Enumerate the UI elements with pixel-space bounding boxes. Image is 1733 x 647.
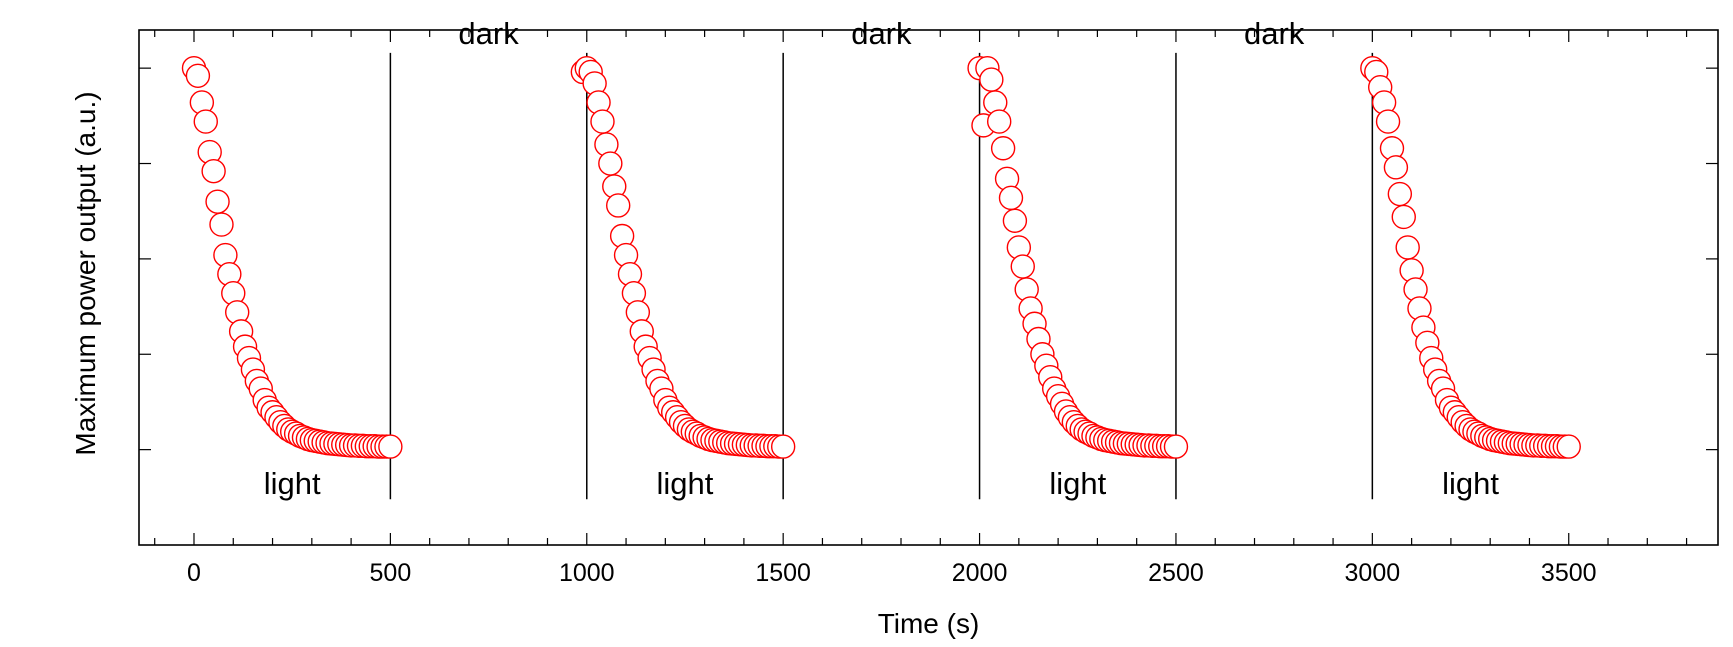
data-point (598, 151, 623, 176)
data-point (987, 109, 1012, 134)
phase-label: light (1049, 466, 1106, 501)
data-point (1163, 434, 1189, 459)
data-point (1375, 109, 1401, 134)
data-point (979, 67, 1004, 92)
phase-label: light (1442, 466, 1499, 501)
phase-label: light (264, 466, 321, 501)
data-point (770, 434, 796, 459)
y-axis-label: Maximum power output (a.u.) (70, 91, 101, 455)
data-point (378, 434, 403, 459)
data-point (205, 189, 230, 214)
phase-label: dark (1244, 16, 1305, 51)
data-point (1391, 204, 1416, 230)
data-point (185, 63, 211, 88)
data-point (1002, 208, 1028, 233)
plot-frame (138, 29, 1719, 546)
x-tick-label: 2500 (1148, 559, 1204, 587)
data-point (1395, 235, 1420, 260)
x-tick-label: 2000 (952, 559, 1008, 587)
data-point (998, 185, 1024, 211)
data-point (201, 158, 226, 184)
data-point (1387, 181, 1413, 207)
data-point (193, 109, 218, 134)
phase-label: dark (851, 16, 912, 51)
x-axis-label: Time (s) (878, 608, 980, 639)
x-tick-label: 3500 (1541, 559, 1597, 587)
x-tick-label: 500 (370, 559, 412, 587)
data-point (1556, 434, 1581, 459)
data-point (990, 136, 1016, 161)
data-point (1383, 155, 1409, 180)
data-markers (181, 55, 1581, 459)
data-point (606, 193, 631, 218)
data-point (209, 212, 234, 237)
x-tick-label: 3000 (1345, 559, 1401, 587)
phase-labels: light dark light dark light dark light (264, 16, 1500, 501)
x-tick-label: 1500 (755, 559, 811, 587)
x-tick-label: 0 (187, 559, 201, 587)
phase-label: dark (458, 16, 519, 51)
phase-boundary-lines (389, 52, 1374, 500)
axis-ticks (139, 30, 1718, 545)
data-point (1010, 254, 1035, 279)
x-tick-labels: 0 500 1000 1500 2000 2500 3000 3500 (187, 559, 1597, 587)
phase-label: light (657, 466, 714, 501)
x-tick-label: 1000 (559, 559, 615, 587)
data-point (590, 109, 615, 134)
